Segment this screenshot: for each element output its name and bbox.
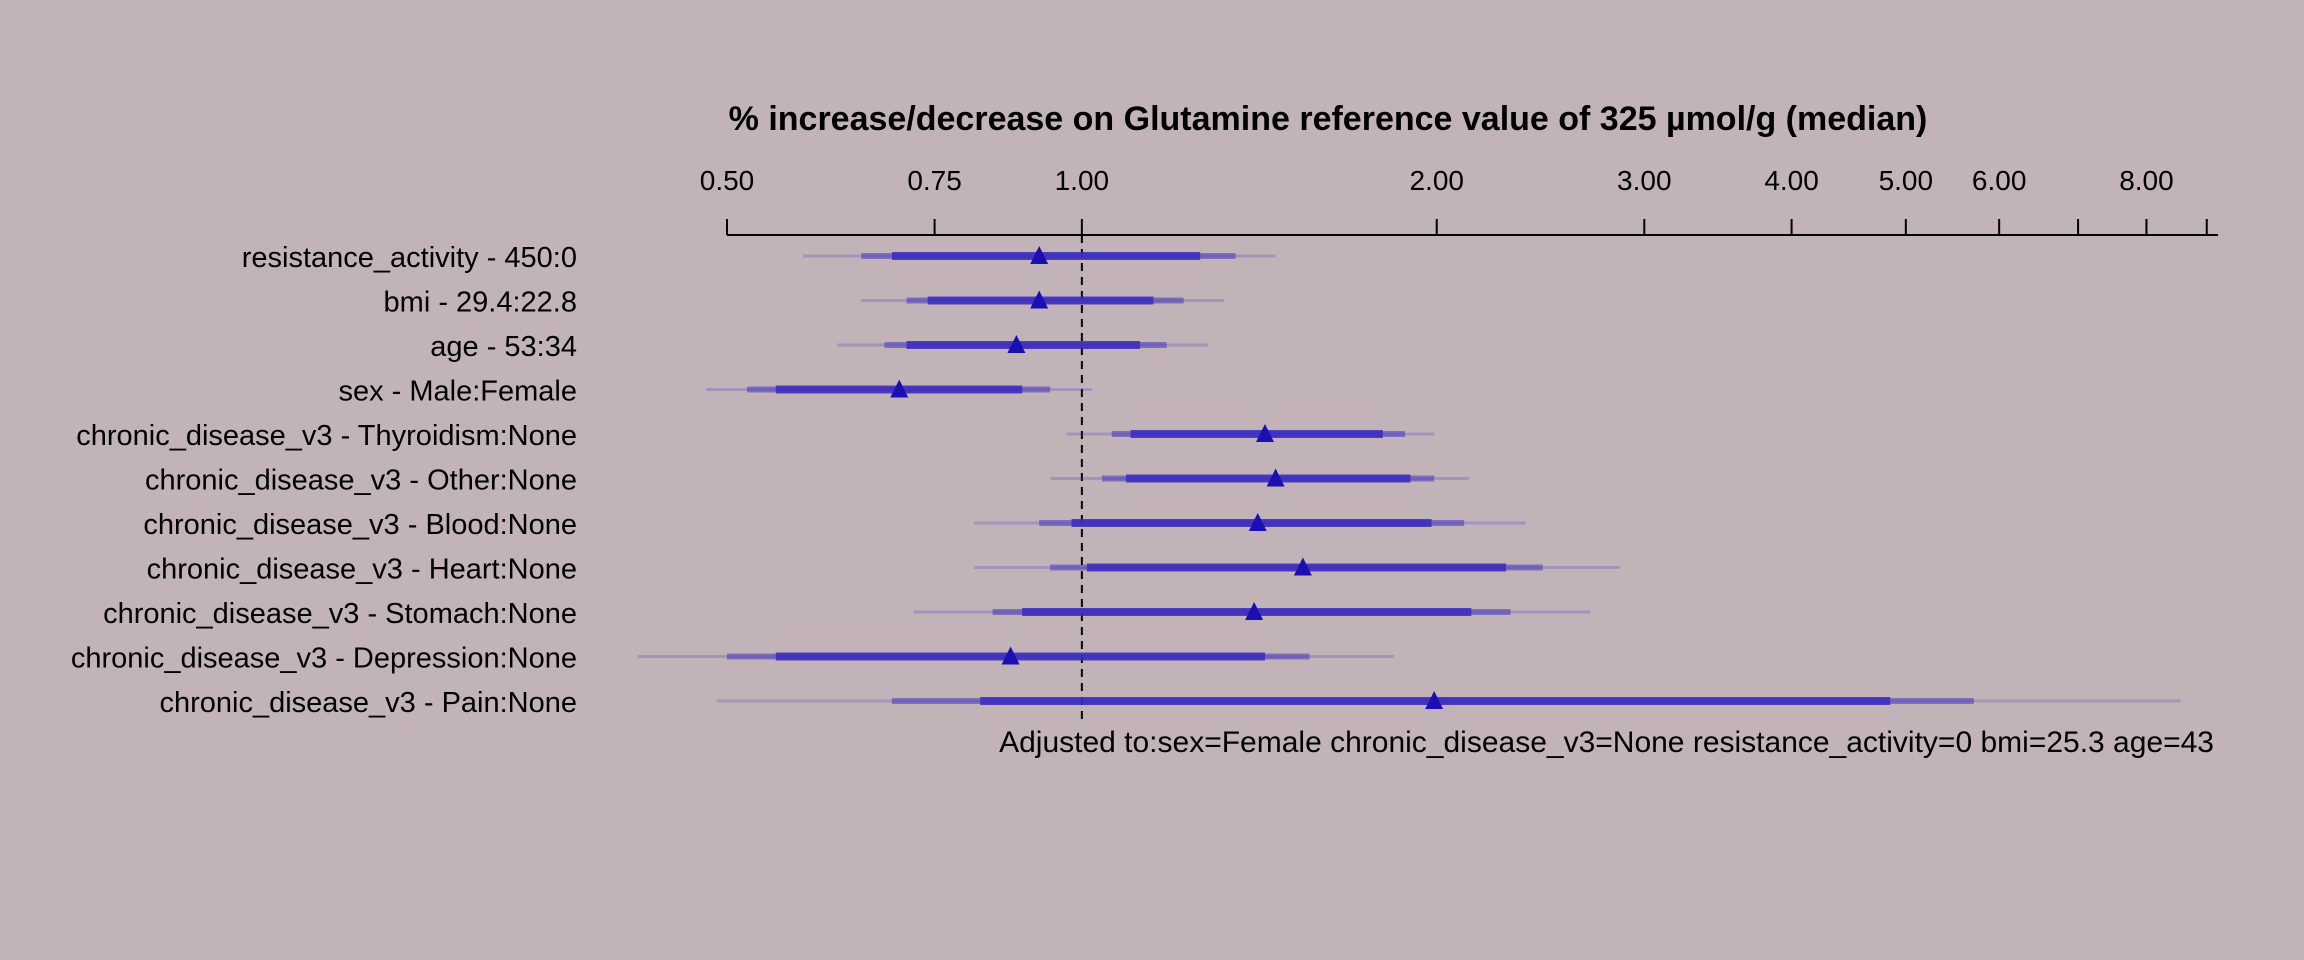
row-label: chronic_disease_v3 - Thyroidism:None: [76, 420, 577, 452]
x-tick-label: 0.50: [700, 165, 755, 196]
point-estimate: [1425, 691, 1444, 709]
x-tick-label: 5.00: [1879, 165, 1934, 196]
row-label: resistance_activity - 450:0: [242, 242, 577, 274]
x-tick-label: 4.00: [1764, 165, 1819, 196]
row-label: chronic_disease_v3 - Pain:None: [159, 687, 577, 719]
x-axis: 0.50 0.75 1.00 2.00 3.00 4.00 5.00 6.00 8.00: [700, 165, 2218, 236]
row-label: chronic_disease_v3 - Heart:None: [147, 554, 577, 586]
x-tick-label: 3.00: [1617, 165, 1672, 196]
x-tick-label: 6.00: [1972, 165, 2027, 196]
row-label: chronic_disease_v3 - Depression:None: [71, 643, 577, 675]
row-label: age - 53:34: [430, 331, 577, 363]
point-estimate: [890, 379, 909, 398]
row-label: chronic_disease_v3 - Stomach:None: [103, 598, 577, 630]
adjustment-footnote: Adjusted to:sex=Female chronic_disease_v…: [999, 726, 2214, 759]
point-estimate: [1007, 335, 1026, 353]
point-estimate: [1255, 424, 1274, 442]
point-estimate: [1248, 513, 1267, 531]
row-label: chronic_disease_v3 - Other:None: [145, 465, 577, 497]
point-estimate: [1266, 468, 1285, 487]
point-estimate: [1030, 246, 1049, 264]
chart-title: % increase/decrease on Glutamine referen…: [729, 100, 1928, 138]
point-estimate: [1001, 646, 1020, 665]
x-tick-label: 2.00: [1409, 165, 1464, 196]
forest-rows: resistance_activity - 450:0 bmi - 29.4:22…: [71, 242, 2181, 719]
x-tick-label: 0.75: [907, 165, 962, 196]
point-estimate: [1293, 557, 1312, 576]
x-tick-label: 8.00: [2119, 165, 2174, 196]
row-label: bmi - 29.4:22.8: [384, 287, 577, 319]
point-estimate: [1030, 290, 1049, 309]
row-label: sex - Male:Female: [338, 376, 577, 408]
x-tick-label: 1.00: [1055, 165, 1110, 196]
point-estimate: [1245, 602, 1264, 620]
row-label: chronic_disease_v3 - Blood:None: [143, 509, 577, 541]
